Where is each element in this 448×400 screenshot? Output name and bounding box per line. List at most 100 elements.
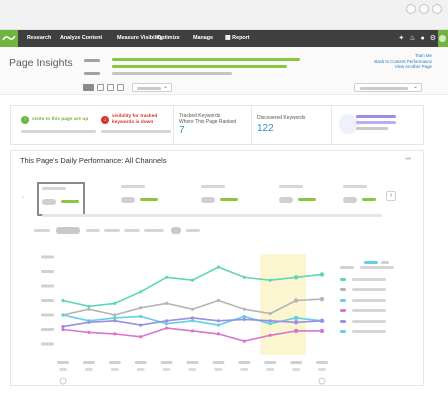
phone-icon[interactable] <box>117 84 124 91</box>
legend-swatch <box>340 320 346 323</box>
tablet-icon[interactable] <box>107 84 114 91</box>
series-point-0 <box>139 290 143 294</box>
brand-logo[interactable] <box>0 30 18 47</box>
legend-item[interactable] <box>340 320 386 323</box>
magic-wand-icon[interactable]: ✦ <box>398 35 405 42</box>
dropdown-value <box>137 87 161 90</box>
x-tick-sublabel <box>240 368 249 371</box>
legend-item[interactable] <box>340 266 394 269</box>
date-range-dropdown[interactable]: ⌄ <box>132 83 172 92</box>
green-trend-bar <box>220 198 238 201</box>
help-tab[interactable] <box>438 30 448 47</box>
logo-icon <box>2 35 16 41</box>
series-point-2 <box>293 315 299 321</box>
window-button[interactable] <box>432 4 442 14</box>
x-tick-sublabel <box>59 368 67 371</box>
legend-label <box>352 330 386 333</box>
series-point-0 <box>165 275 169 279</box>
series-point-2 <box>113 316 117 320</box>
x-tick-label <box>212 361 225 364</box>
legend-item[interactable] <box>340 330 386 333</box>
discovered-keywords-value[interactable]: 122 <box>257 123 274 134</box>
legend-swatch <box>340 309 346 312</box>
window-button[interactable] <box>419 4 429 14</box>
chevron-down-icon: ⌄ <box>162 84 168 90</box>
x-tick-label <box>108 361 121 364</box>
nav-report[interactable]: ▦ Report <box>225 30 250 47</box>
nav-measure-visibility[interactable]: Measure Visibility <box>117 35 163 41</box>
series-point-4 <box>165 319 169 323</box>
y-tick-label <box>41 328 54 331</box>
legend-swatch <box>340 288 346 291</box>
comment-icon <box>318 377 326 385</box>
x-tick-label <box>134 361 147 364</box>
divider <box>251 106 252 144</box>
filter-option[interactable] <box>124 229 140 232</box>
nav-research[interactable]: Research <box>27 35 52 41</box>
view-another-page-link[interactable]: View Another Page <box>394 64 432 70</box>
metric-card[interactable] <box>340 182 382 216</box>
placeholder-line <box>201 185 225 188</box>
grid-icon: ▦ <box>225 35 231 41</box>
legend-accent <box>364 261 392 264</box>
chart-avatar <box>339 114 359 134</box>
train-me-link[interactable]: Train Me <box>414 53 432 58</box>
series-point-4 <box>293 320 299 325</box>
x-tick-sublabel <box>136 368 145 371</box>
nav-optimize[interactable]: Optimize <box>157 35 180 41</box>
toggle-switch[interactable] <box>171 227 181 234</box>
metric-card[interactable] <box>276 182 324 216</box>
chevron-left-icon[interactable]: ‹ <box>22 195 24 201</box>
help-icon <box>439 35 446 42</box>
metric-card[interactable] <box>118 182 166 216</box>
series-point-0 <box>268 278 272 282</box>
filter-pill-active[interactable] <box>56 227 80 234</box>
monitor-icon[interactable] <box>97 84 104 91</box>
performance-title: This Page's Daily Performance: All Chann… <box>20 156 167 165</box>
legend-label <box>352 299 386 302</box>
x-tick-label <box>82 361 95 364</box>
filter-option[interactable] <box>144 229 164 232</box>
user-icon[interactable]: ● <box>420 35 425 42</box>
x-tick-label <box>238 361 251 364</box>
top-navigation: Research Analyze Content Measure Visibil… <box>0 30 448 47</box>
metric-card[interactable] <box>198 182 246 216</box>
comment-icon <box>59 377 67 385</box>
legend-label <box>360 266 394 269</box>
chevron-right-icon[interactable]: › <box>386 191 396 201</box>
y-tick-label <box>41 299 54 302</box>
filter-option[interactable] <box>104 229 120 232</box>
window-button[interactable] <box>406 4 416 14</box>
placeholder-line <box>21 130 96 133</box>
legend-swatch <box>340 299 346 302</box>
series-point-2 <box>165 322 169 326</box>
legend-item[interactable] <box>340 278 386 281</box>
series-point-0 <box>319 272 325 277</box>
back-to-content-performance-link[interactable]: Back to Content Performance <box>374 58 432 64</box>
tracked-keywords-value[interactable]: 7 <box>179 125 185 136</box>
x-tick-sublabel <box>214 368 223 371</box>
series-point-1 <box>190 307 195 311</box>
channel-dropdown[interactable]: ⌄ <box>354 83 422 92</box>
share-icon[interactable]: ➦ <box>405 154 412 163</box>
legend-item[interactable] <box>340 299 386 302</box>
visibility-down-text: visibility for tracked keywords is down <box>112 114 158 125</box>
bell-icon[interactable]: ♨ <box>409 35 416 42</box>
gear-icon[interactable]: ⚙ <box>429 35 436 42</box>
nav-analyze-content[interactable]: Analyze Content <box>60 35 103 41</box>
x-tick-sublabel <box>84 368 93 371</box>
series-point-4 <box>242 317 246 321</box>
placeholder-line <box>279 185 303 188</box>
legend-item[interactable] <box>340 288 386 291</box>
legend-item[interactable] <box>340 309 386 312</box>
arrow-down-icon: ↓ <box>101 116 109 124</box>
series-point-3 <box>87 330 91 334</box>
series-point-4 <box>87 320 91 324</box>
nav-manage[interactable]: Manage <box>193 35 214 41</box>
discovered-keywords-label: Discovered Keywords <box>257 115 306 121</box>
series-point-3 <box>319 328 325 334</box>
series-point-3 <box>190 329 195 333</box>
filter-option[interactable] <box>86 229 100 232</box>
tracked-keywords-label: Tracked Keywords Where This Page Ranked <box>179 113 236 125</box>
view-toggle-desktop[interactable] <box>83 84 94 91</box>
